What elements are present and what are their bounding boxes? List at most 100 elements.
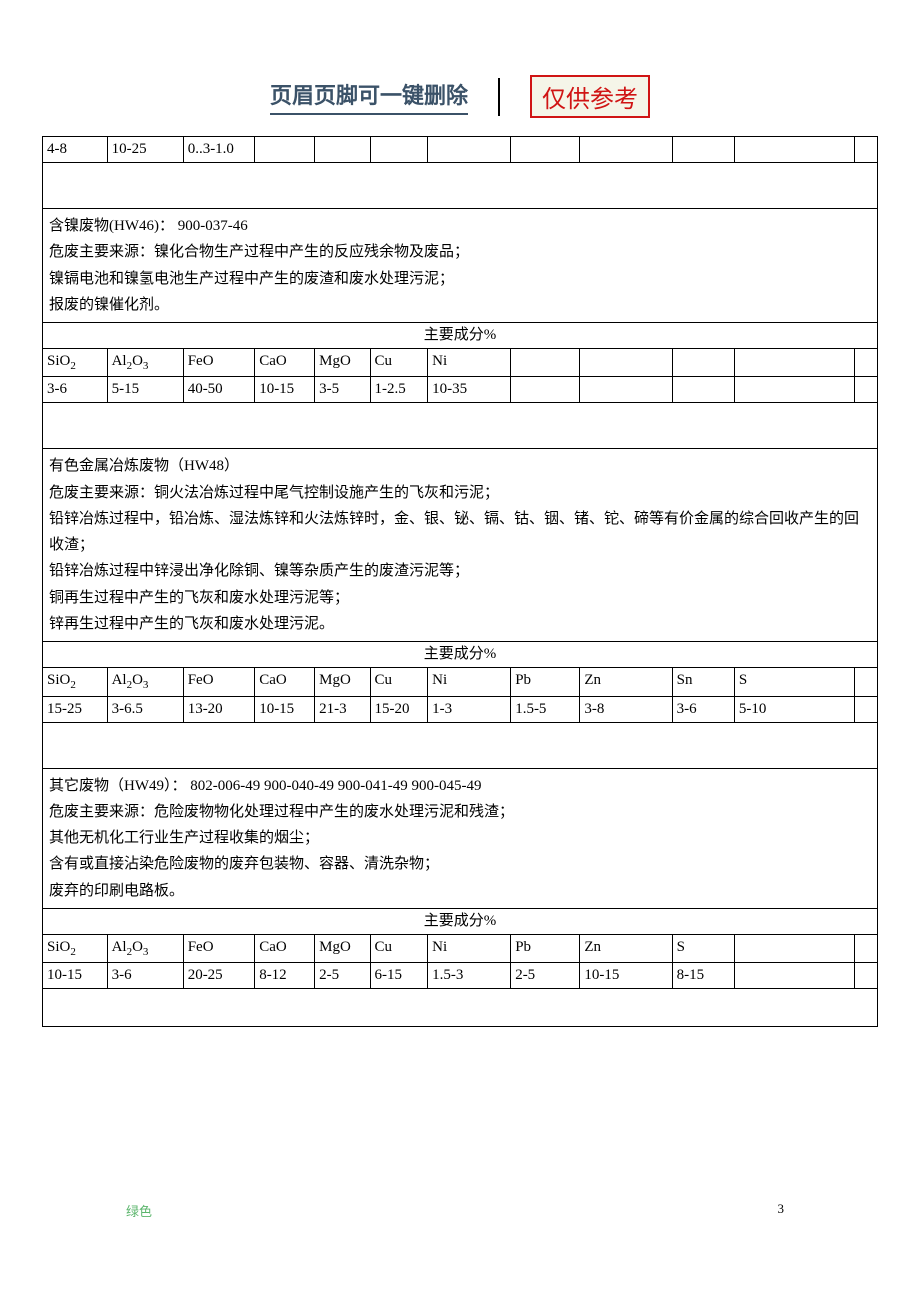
cell: 8-15	[672, 963, 734, 989]
spacer-row	[43, 163, 878, 209]
sec3-l4: 废弃的印刷电路板。	[49, 878, 871, 904]
sec1-l2: 镍镉电池和镍氢电池生产过程中产生的废渣和废水处理污泥；	[49, 266, 871, 292]
cell: 1.5-3	[428, 963, 511, 989]
value-row: 10-15 3-6 20-25 8-12 2-5 6-15 1.5-3 2-5 …	[43, 963, 878, 989]
cell	[854, 963, 877, 989]
cell	[580, 137, 672, 163]
cell: 40-50	[183, 377, 255, 403]
sec2-l1: 危废主要来源：铜火法冶炼过程中尾气控制设施产生的飞灰和污泥；	[49, 480, 871, 506]
cell: Pb	[511, 934, 580, 962]
section-desc-row: 含镍废物(HW46)： 900-037-46 危废主要来源：镍化合物生产过程中产…	[43, 209, 878, 323]
cell: 8-12	[255, 963, 315, 989]
cell: 10-15	[255, 696, 315, 722]
cell: 3-8	[580, 696, 672, 722]
header-stamp: 仅供参考	[530, 75, 650, 118]
cell: 10-25	[107, 137, 183, 163]
composition-header: 主要成分%	[43, 908, 878, 934]
cell	[734, 963, 854, 989]
cell	[734, 377, 854, 403]
spacer-cell	[43, 722, 878, 768]
sec2-l3: 铅锌冶炼过程中锌浸出净化除铜、镍等杂质产生的废渣污泥等；	[49, 558, 871, 584]
cell	[854, 137, 877, 163]
col-header-row: SiO2 Al2O3 FeO CaO MgO Cu Ni Pb Zn Sn S	[43, 668, 878, 696]
cell: Al2O3	[107, 934, 183, 962]
cell: 13-20	[183, 696, 255, 722]
cell: Cu	[370, 934, 428, 962]
cell: Ni	[428, 934, 511, 962]
value-row: 3-6 5-15 40-50 10-15 3-5 1-2.5 10-35	[43, 377, 878, 403]
cell	[511, 137, 580, 163]
cell: MgO	[315, 668, 370, 696]
col-header-row: SiO2 Al2O3 FeO CaO MgO Cu Ni	[43, 349, 878, 377]
sec3-l3: 含有或直接沾染危险废物的废弃包装物、容器、清洗杂物；	[49, 851, 871, 877]
sec2-title: 有色金属冶炼废物（HW48）	[49, 453, 871, 479]
cell: SiO2	[43, 349, 108, 377]
sec1-l3: 报废的镍催化剂。	[49, 292, 871, 318]
header-title: 页眉页脚可一键删除	[270, 78, 468, 115]
cell: 2-5	[511, 963, 580, 989]
cell: 10-15	[43, 963, 108, 989]
footer-right: 3	[778, 1201, 875, 1220]
sec3-l1: 危废主要来源：危险废物物化处理过程中产生的废水处理污泥和残渣；	[49, 799, 871, 825]
cell: S	[734, 668, 854, 696]
cell	[315, 137, 370, 163]
cell	[511, 349, 580, 377]
cell: 10-15	[255, 377, 315, 403]
header-divider	[498, 78, 500, 116]
composition-header-row: 主要成分%	[43, 908, 878, 934]
cell	[511, 377, 580, 403]
cell: 10-35	[428, 377, 511, 403]
cell: Ni	[428, 349, 511, 377]
sec1-title: 含镍废物(HW46)： 900-037-46	[49, 213, 871, 239]
cell: Ni	[428, 668, 511, 696]
cell: Al2O3	[107, 349, 183, 377]
sec2-l4: 铜再生过程中产生的飞灰和废水处理污泥等；	[49, 585, 871, 611]
spacer-cell	[43, 403, 878, 449]
section-desc: 其它废物（HW49）： 802-006-49 900-040-49 900-04…	[43, 768, 878, 908]
composition-header-row: 主要成分%	[43, 642, 878, 668]
section-desc: 含镍废物(HW46)： 900-037-46 危废主要来源：镍化合物生产过程中产…	[43, 209, 878, 323]
spacer-cell	[43, 989, 878, 1027]
cell: 15-25	[43, 696, 108, 722]
cell: Pb	[511, 668, 580, 696]
cell	[854, 934, 877, 962]
cell: 6-15	[370, 963, 428, 989]
cell: MgO	[315, 349, 370, 377]
cell: SiO2	[43, 934, 108, 962]
cell: 5-15	[107, 377, 183, 403]
cell	[854, 696, 877, 722]
cell	[734, 349, 854, 377]
cell: 1.5-5	[511, 696, 580, 722]
col-header-row: SiO2 Al2O3 FeO CaO MgO Cu Ni Pb Zn S	[43, 934, 878, 962]
cell	[428, 137, 511, 163]
main-table: 4-8 10-25 0..3-1.0 含镍废物(HW46)： 900-037-4…	[42, 136, 878, 1027]
sec2-l5: 锌再生过程中产生的飞灰和废水处理污泥。	[49, 611, 871, 637]
cell: Sn	[672, 668, 734, 696]
sec1-l1: 危废主要来源：镍化合物生产过程中产生的反应残余物及废品；	[49, 239, 871, 265]
cell: CaO	[255, 668, 315, 696]
cell: 4-8	[43, 137, 108, 163]
cell	[734, 137, 854, 163]
cell: FeO	[183, 668, 255, 696]
cell: 1-2.5	[370, 377, 428, 403]
cell: 3-6	[43, 377, 108, 403]
cell: 3-6.5	[107, 696, 183, 722]
cell	[672, 137, 734, 163]
cell	[854, 668, 877, 696]
page-footer: 绿色 3	[0, 1201, 920, 1220]
footer-left: 绿色	[46, 1201, 152, 1220]
cell: CaO	[255, 349, 315, 377]
cell: MgO	[315, 934, 370, 962]
cell	[672, 349, 734, 377]
sec3-l2: 其他无机化工行业生产过程收集的烟尘；	[49, 825, 871, 851]
content-area: 4-8 10-25 0..3-1.0 含镍废物(HW46)： 900-037-4…	[0, 136, 920, 1027]
cell: 2-5	[315, 963, 370, 989]
cell: SiO2	[43, 668, 108, 696]
cell: 3-6	[672, 696, 734, 722]
cell	[854, 377, 877, 403]
value-row: 15-25 3-6.5 13-20 10-15 21-3 15-20 1-3 1…	[43, 696, 878, 722]
composition-header-row: 主要成分%	[43, 323, 878, 349]
cell: 3-6	[107, 963, 183, 989]
cell: 1-3	[428, 696, 511, 722]
cell	[580, 349, 672, 377]
